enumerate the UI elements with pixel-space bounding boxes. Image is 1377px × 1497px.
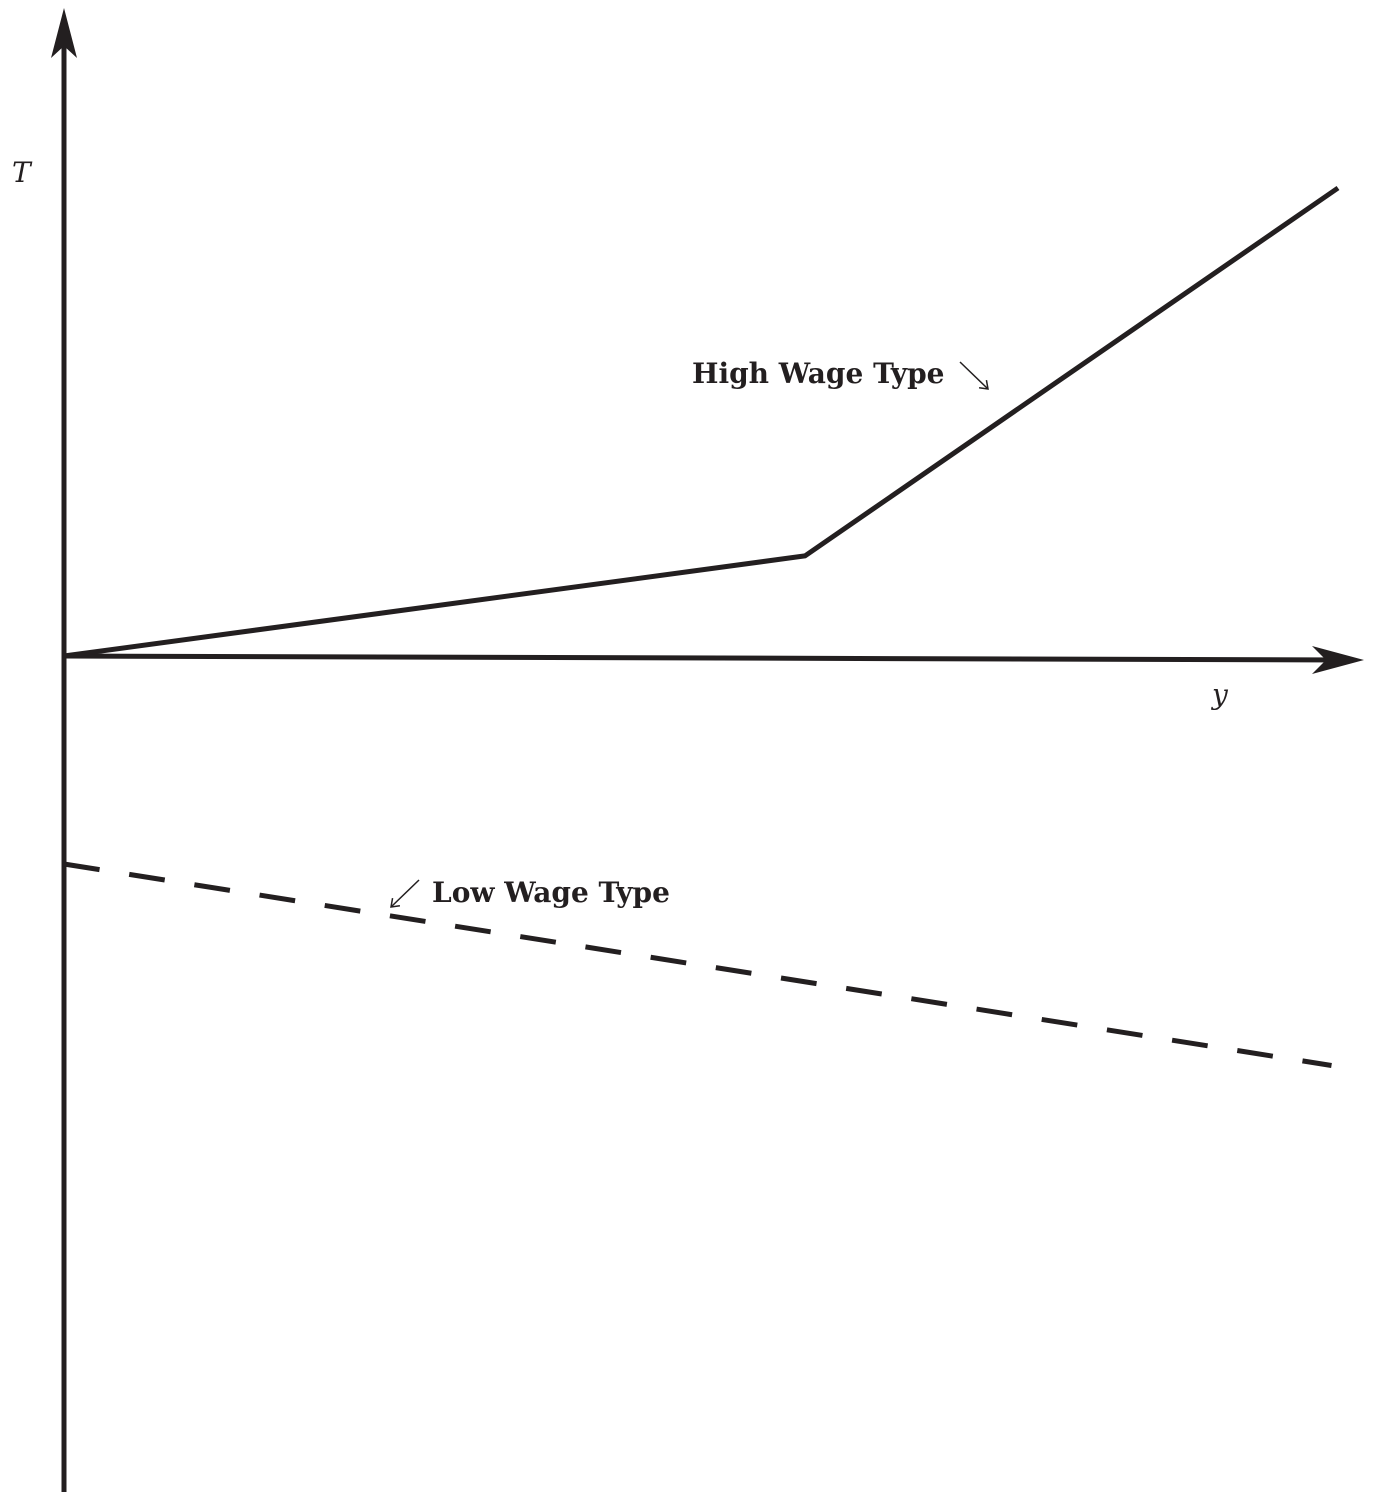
low-wage-pointer-arrow bbox=[391, 880, 419, 907]
axes: T y bbox=[12, 8, 1364, 1492]
high-wage-pointer-arrow bbox=[960, 362, 988, 389]
low-wage-pointer-shaft bbox=[391, 880, 419, 907]
low-wage-annotation: Low Wage Type bbox=[432, 876, 670, 909]
x-axis-line bbox=[64, 656, 1350, 660]
high-wage-pointer-shaft bbox=[960, 362, 988, 389]
series-line-high-wage bbox=[64, 188, 1338, 656]
x-axis-label: y bbox=[1210, 678, 1229, 711]
series-layer bbox=[64, 188, 1338, 1066]
y-axis-label: T bbox=[12, 156, 33, 189]
annotation-layer: High Wage Type Low Wage Type bbox=[391, 357, 988, 909]
high-wage-annotation: High Wage Type bbox=[692, 357, 945, 390]
series-line-low-wage bbox=[64, 864, 1332, 1066]
